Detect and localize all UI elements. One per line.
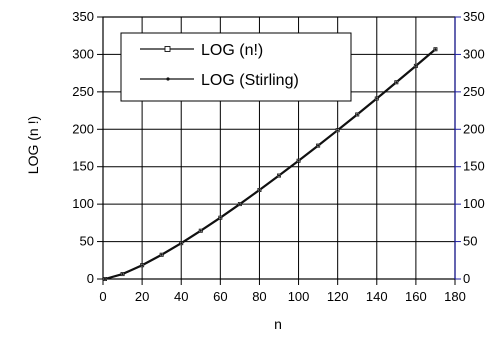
series-point-log-stirling (121, 272, 124, 276)
series-layer (102, 47, 438, 281)
legend-item-log-stirling: LOG (Stirling) (201, 72, 299, 89)
x-tick-label: 120 (327, 289, 349, 304)
axis-layer: 0 20 40 60 80 100 120 140 160 180 0 50 100 150 200 250 3… (72, 9, 484, 304)
right-y-tick-label: 250 (463, 84, 485, 99)
right-y-tick-label: 150 (463, 159, 485, 174)
series-point-log-stirling (219, 216, 222, 219)
series-point-log-stirling (160, 253, 163, 256)
series-point-log-stirling (199, 229, 202, 232)
series-point-log-stirling (103, 277, 107, 281)
series-point-log-stirling (258, 188, 261, 192)
series-point-log-stirling (180, 242, 183, 245)
x-tick-label: 0 (99, 289, 106, 304)
right-y-tick-label: 100 (463, 196, 485, 211)
y-axis-label: LOG (n !) (25, 116, 41, 174)
right-y-tick-label: 200 (463, 121, 485, 136)
series-point-log-stirling (336, 129, 339, 132)
left-y-tick-label: 100 (72, 196, 94, 211)
series-point-log-stirling (434, 48, 437, 51)
x-tick-label: 80 (252, 289, 266, 304)
x-tick-label: 20 (135, 289, 149, 304)
series-point-log-stirling (414, 64, 417, 67)
left-y-tick-label: 250 (72, 84, 94, 99)
right-y-tick-label: 0 (463, 271, 470, 286)
legend-box (120, 32, 352, 102)
x-tick-label: 40 (174, 289, 188, 304)
legend-item-log-n-factorial: LOG (n!) (201, 42, 263, 59)
series-point-log-stirling (141, 264, 144, 267)
legend-layer: LOG (n!) LOG (Stirling) (120, 32, 352, 102)
left-y-tick-label: 200 (72, 121, 94, 136)
x-tick-label: 140 (366, 289, 388, 304)
series-line-log-stirling (104, 48, 436, 280)
series-point-log-stirling (375, 97, 378, 100)
x-tick-label: 160 (405, 289, 427, 304)
x-tick-label: 180 (444, 289, 466, 304)
series-point-log-stirling (277, 174, 281, 177)
series-point-log-stirling (317, 144, 320, 147)
x-axis-label: n (274, 316, 282, 332)
legend-marker-square (164, 46, 171, 52)
right-y-tick-label: 300 (463, 46, 485, 61)
series-point-log-stirling (297, 159, 300, 162)
legend-marker-dot (166, 77, 170, 81)
series-point-log-stirling (238, 202, 241, 206)
right-y-tick-label: 50 (463, 234, 477, 249)
left-y-tick-label: 50 (80, 234, 94, 249)
left-y-tick-label: 350 (72, 9, 94, 24)
x-tick-label: 60 (213, 289, 227, 304)
left-y-tick-label: 300 (72, 46, 94, 61)
series-point-log-stirling (395, 81, 398, 84)
x-tick-label: 100 (288, 289, 310, 304)
series-point-log-stirling (356, 113, 359, 116)
right-y-tick-label: 350 (463, 9, 485, 24)
left-y-tick-label: 0 (87, 271, 94, 286)
left-y-tick-label: 150 (72, 159, 94, 174)
